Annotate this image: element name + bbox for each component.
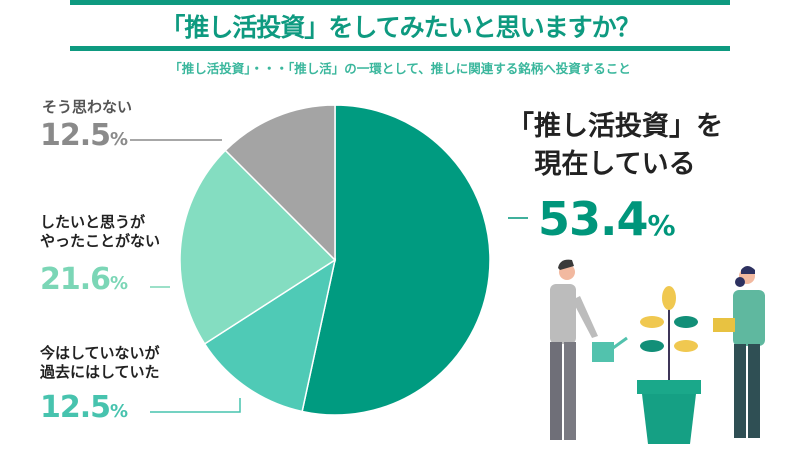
pct-past: 12.5% [40,390,128,425]
label-past: 今はしていないが 過去にはしていた [40,344,160,381]
label-want: したいと思うが やったことがない [40,213,161,250]
leader-line-past [150,398,241,413]
pie-slice-1 [203,258,337,413]
label-no: そう思わない [42,98,133,116]
pct-current: 53.4% [538,192,676,246]
subtitle: 「推し活投資」・・・「推し活」の一環として、推しに関連する銘柄へ投資すること [169,61,631,76]
title-bar-top [70,0,730,5]
page-title: 「推し活投資」をしてみたいと思いますか？ [160,13,640,42]
title-bar-bottom [70,46,730,51]
pct-want: 21.6% [40,262,128,297]
pie-slice-3 [224,104,336,262]
pct-no: 12.5% [40,118,128,153]
illustration-people-watering-plant [550,259,765,444]
label-current: 「推し活投資」を 現在している [507,111,723,180]
pie-slice-2 [179,149,337,345]
pie-slice-0 [301,104,491,416]
